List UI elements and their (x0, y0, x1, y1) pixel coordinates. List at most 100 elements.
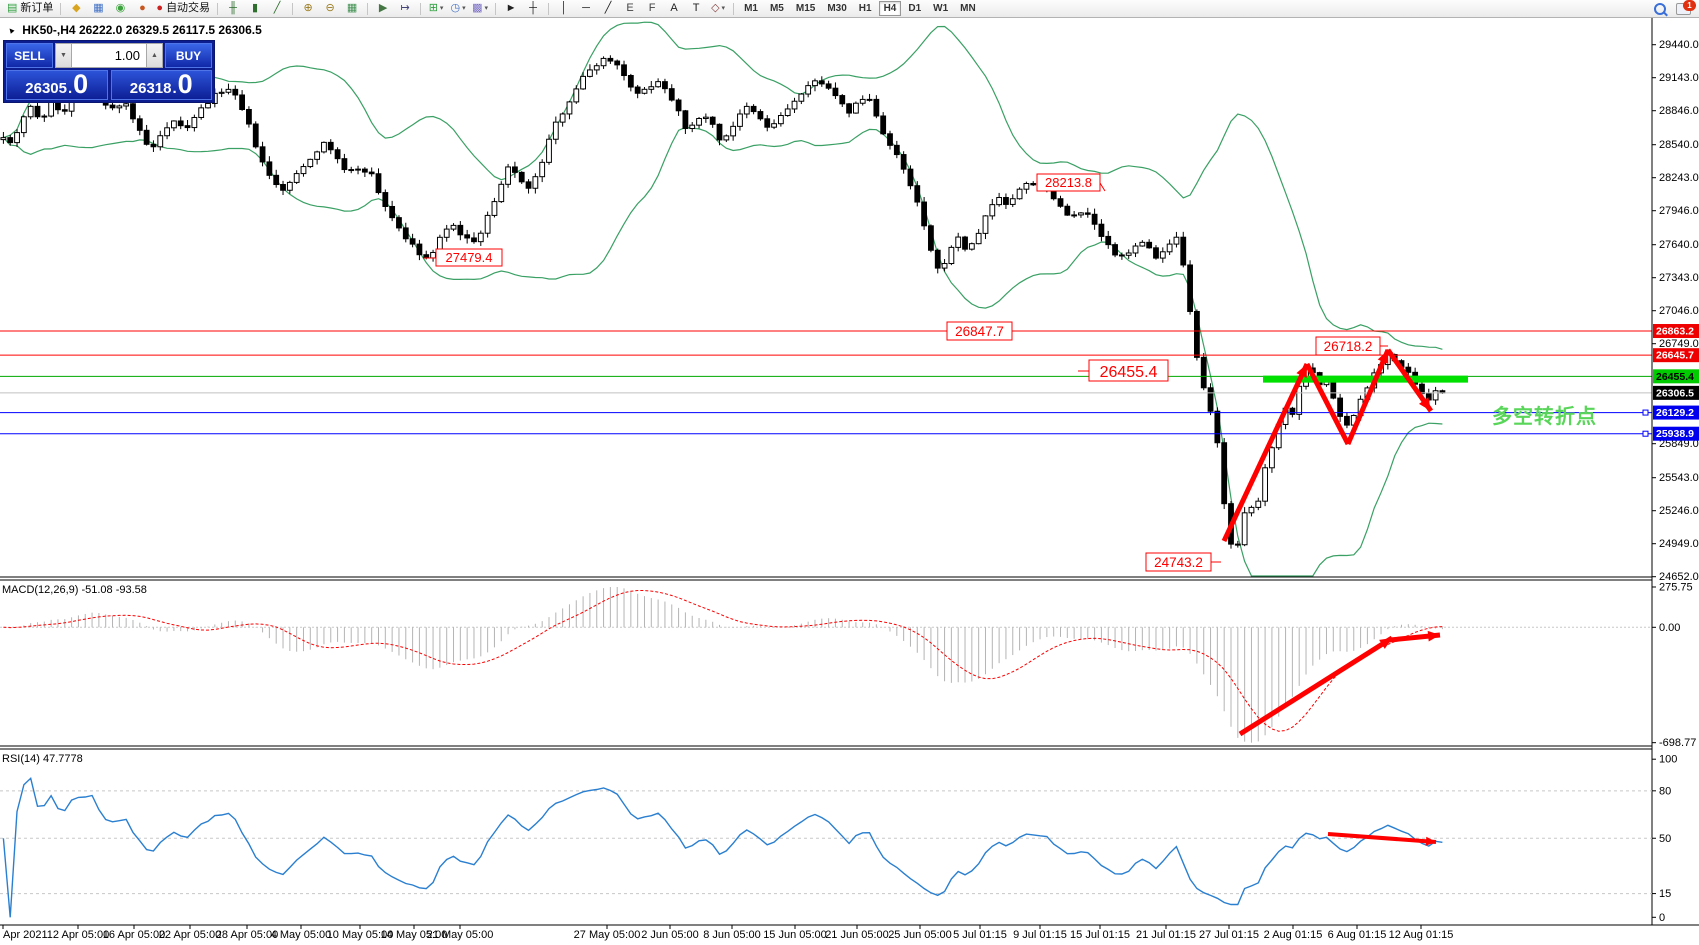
chevron-down-icon[interactable]: ▾ (484, 5, 489, 12)
volume-input[interactable]: 1.00 (72, 43, 146, 68)
bear-candle (109, 104, 116, 109)
arrow-shaft[interactable] (1327, 832, 1437, 844)
timeframe-M5[interactable]: M5 (769, 3, 784, 14)
data-window-icon[interactable]: ▦ (88, 1, 108, 16)
chart-title: ▲ HK50-,H4 26222.0 26329.5 26117.5 26306… (5, 23, 262, 37)
bear-candle (1064, 205, 1071, 216)
time-tick-label: 28 Apr 05:00 (216, 929, 278, 941)
chevron-down-icon[interactable]: ▾ (462, 5, 466, 12)
bull-candle (655, 81, 662, 88)
buy-price[interactable]: 26318. 0 (110, 70, 212, 100)
volume-decrease-button[interactable]: ▼ (55, 43, 72, 68)
autotrading-button[interactable]: ● 自动交易 (154, 1, 212, 16)
sell-price[interactable]: 26305. 0 (6, 70, 108, 100)
timeframe-W1[interactable]: W1 (933, 3, 949, 14)
indicators-icon[interactable]: ⊞ ▾ (426, 1, 446, 16)
buy-button[interactable]: BUY (165, 43, 212, 68)
timeframe-MN[interactable]: MN (960, 3, 976, 14)
time-tick-label: 10 May 05:00 (327, 929, 394, 941)
timeframe-H4[interactable]: H4 (878, 1, 902, 16)
time-tick-label: Apr 2021 (3, 929, 48, 941)
bar-chart-icon[interactable]: ╫ (223, 1, 243, 16)
timeframe-M15[interactable]: M15 (795, 3, 816, 14)
price-callout[interactable]: 28213.8 (1036, 173, 1106, 192)
zoom-in-icon[interactable]: ⊕ (298, 1, 318, 16)
price-tick-label: 27640.0 (1659, 239, 1699, 251)
candlestick-chart-icon: ▮ (252, 2, 259, 14)
trend-zigzag-arrows[interactable] (1221, 348, 1434, 543)
marketwatch-icon[interactable]: ◆ (66, 1, 86, 16)
bear-candle (1419, 383, 1425, 395)
bull-candle (157, 135, 164, 148)
macd-red-arrow[interactable] (1389, 630, 1441, 643)
price-callout[interactable]: 26455.4 (1078, 359, 1169, 382)
callout-box[interactable] (946, 321, 1013, 341)
bull-bear-turning-point-text[interactable]: 多空转折点 (1492, 404, 1597, 428)
toolbar-separator (548, 2, 550, 15)
bear-candle (1214, 410, 1221, 444)
macd-red-arrow[interactable] (1238, 635, 1394, 737)
text-label-icon[interactable]: T (686, 1, 706, 16)
chevron-down-icon[interactable]: ▾ (439, 5, 444, 12)
arrows-icon[interactable]: ◇ ▾ (708, 1, 728, 16)
navigator-icon[interactable]: ◉ (110, 1, 130, 16)
zoom-out-icon[interactable]: ⊖ (320, 1, 340, 16)
trendline-icon[interactable]: ╱ (598, 1, 618, 16)
line-handle[interactable] (1642, 409, 1649, 416)
price-callout[interactable]: 27479.4 (424, 248, 503, 267)
zigzag-segment[interactable] (1345, 349, 1391, 445)
chart-shift-icon[interactable]: ↦ (395, 1, 415, 16)
callout-box[interactable] (1088, 359, 1169, 382)
navigator-icon: ◉ (115, 2, 126, 14)
candlestick-chart-icon[interactable]: ▮ (245, 1, 265, 16)
auto-scroll-icon[interactable]: ▶ (373, 1, 393, 16)
chevron-down-icon[interactable]: ▾ (721, 5, 726, 12)
tile-windows-icon[interactable]: ▦ (342, 1, 362, 16)
toolbar-separator (733, 2, 735, 15)
zigzag-segment[interactable] (1221, 362, 1310, 543)
bear-candle (1187, 264, 1193, 312)
new-order-button[interactable]: ▤ 新订单 (5, 1, 55, 16)
bear-candle (1003, 197, 1009, 205)
timeframe-H1[interactable]: H1 (858, 3, 872, 14)
bear-candle (382, 192, 389, 207)
bull-candle (20, 116, 27, 134)
callout-box[interactable] (1036, 173, 1101, 192)
callout-text: 28213.8 (1045, 175, 1092, 190)
price-callout[interactable]: 26847.7 (946, 321, 1027, 341)
line-chart-icon[interactable]: ╱ (267, 1, 287, 16)
horizontal-line-icon[interactable]: ─ (576, 1, 596, 16)
price-callout[interactable]: 26718.2 (1315, 336, 1388, 356)
horizontal-line-icon: ─ (582, 2, 590, 14)
fibonacci-icon[interactable]: F (642, 1, 662, 16)
autotrading-icon: ● (156, 2, 164, 14)
arrow-shaft[interactable] (1238, 635, 1394, 737)
terminal-icon[interactable]: ● (132, 1, 152, 16)
price-tick-label: 25849.0 (1659, 438, 1699, 450)
volume-increase-button[interactable]: ▲ (146, 43, 163, 68)
cursor-icon[interactable]: ► (501, 1, 521, 16)
callout-box[interactable] (1315, 336, 1381, 356)
timeframe-M30[interactable]: M30 (827, 3, 847, 14)
periods-icon[interactable]: ◷ ▾ (448, 1, 468, 16)
price-callout[interactable]: 24743.2 (1145, 552, 1221, 572)
zigzag-segment[interactable] (1304, 362, 1351, 446)
line-handle[interactable] (1642, 430, 1649, 437)
callout-box[interactable] (435, 248, 503, 267)
callout-box[interactable] (1145, 552, 1212, 572)
bollinger-bands (2, 21, 1443, 577)
vertical-line-icon[interactable]: │ (554, 1, 574, 16)
timeframe-M1[interactable]: M1 (744, 3, 758, 14)
time-tick-label: 21 Jun 05:00 (825, 929, 889, 941)
equidistant-channel-icon[interactable]: E (620, 1, 640, 16)
rsi-red-arrow[interactable] (1327, 832, 1437, 846)
sell-button[interactable]: SELL (6, 43, 53, 68)
timeframe-D1[interactable]: D1 (908, 3, 922, 14)
bear-candle (1112, 244, 1118, 256)
notifications-icon[interactable]: 1 (1676, 0, 1696, 15)
crosshair-icon[interactable]: ┼ (523, 1, 543, 16)
text-icon[interactable]: A (664, 1, 684, 16)
templates-icon[interactable]: ▩ ▾ (470, 1, 490, 16)
search-icon[interactable] (1654, 3, 1666, 15)
